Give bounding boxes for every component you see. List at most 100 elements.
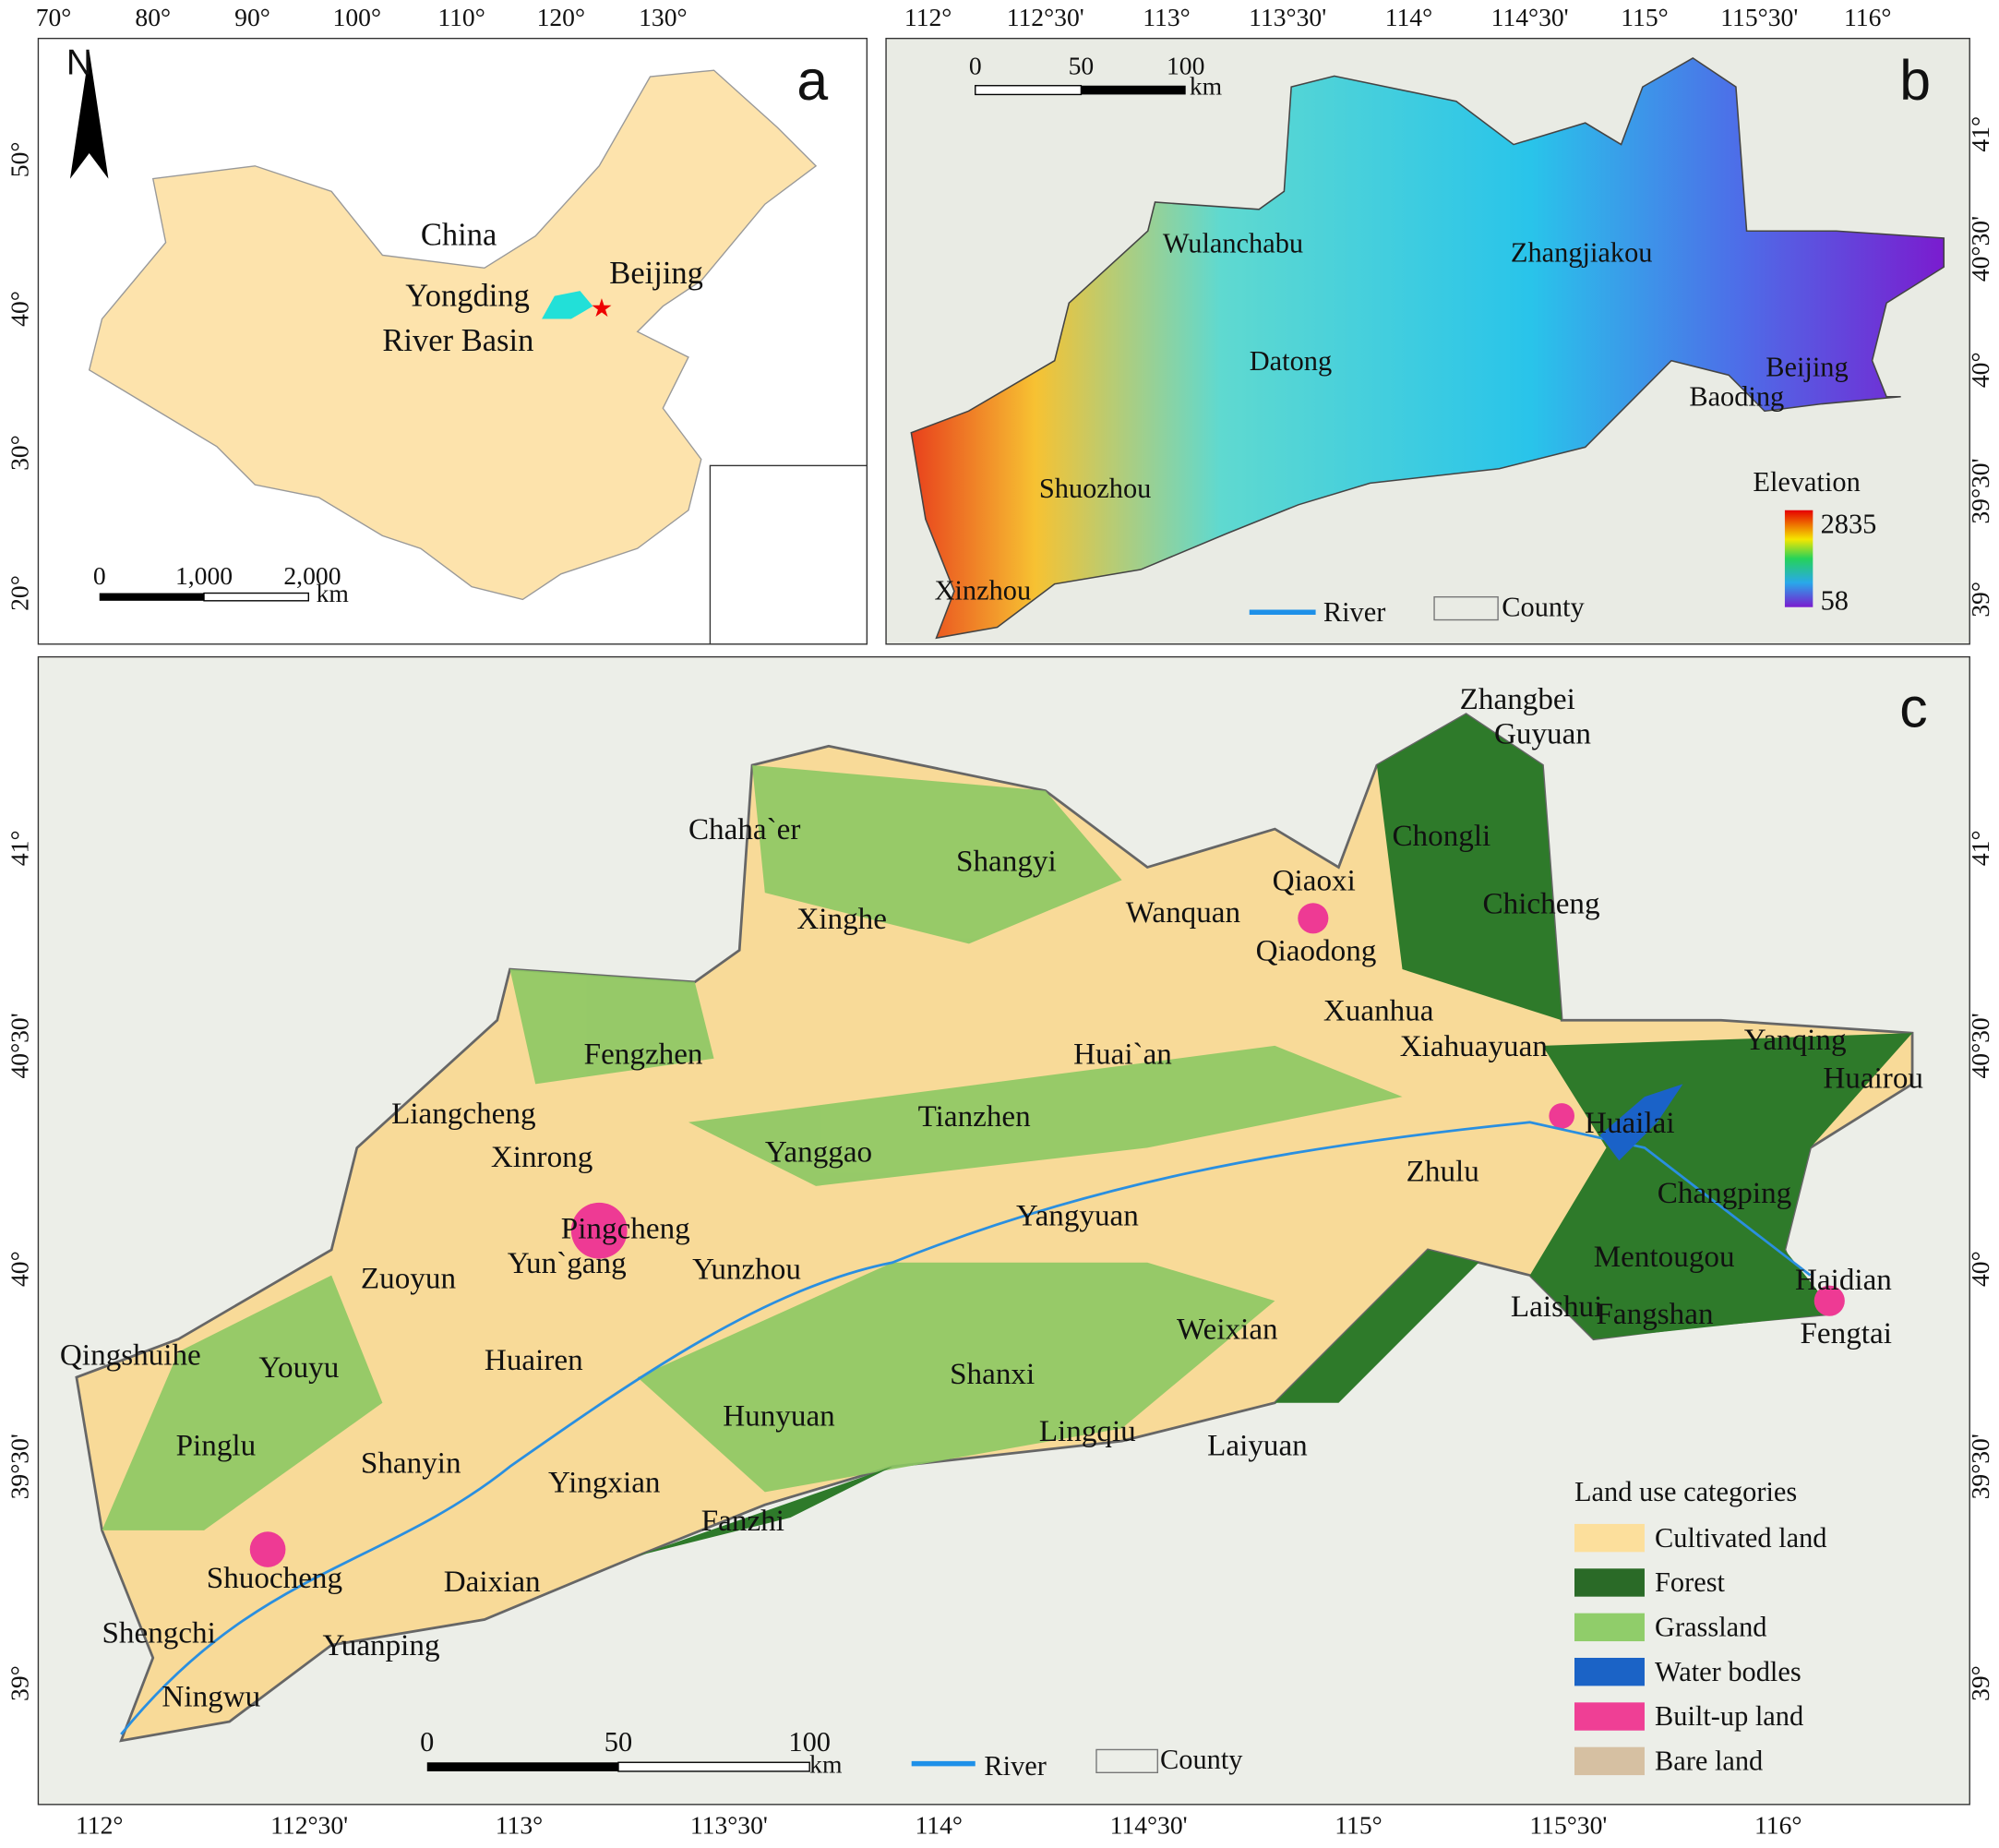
legend-label: County xyxy=(1502,591,1585,622)
place-label: Xuanhua xyxy=(1323,993,1434,1027)
place-label: Hunyuan xyxy=(723,1399,835,1434)
legend-label: Grassland xyxy=(1655,1611,1766,1642)
scale-label: 1,000 xyxy=(175,561,233,590)
lat-tick-label: 39° xyxy=(1966,1665,1994,1701)
lat-tick-label: 41° xyxy=(1966,830,1994,866)
lat-tick-label: 40°30' xyxy=(1966,216,1994,282)
scale-unit: km xyxy=(809,1749,843,1778)
lon-tick-label: 115° xyxy=(1335,1811,1382,1840)
place-label: Huai`an xyxy=(1073,1037,1172,1071)
place-label: Shanxi xyxy=(950,1357,1035,1391)
place-label: Huairen xyxy=(485,1343,583,1377)
place-label: China xyxy=(421,217,497,252)
place-label: Laiyuan xyxy=(1207,1428,1308,1462)
legend-label: Forest xyxy=(1655,1566,1725,1598)
grassland-areas xyxy=(102,765,1403,1530)
lon-tick-label: 130° xyxy=(639,3,687,31)
scale-bar xyxy=(203,592,309,602)
lat-tick-label: 39°30' xyxy=(1966,1434,1994,1499)
panel-label: a xyxy=(796,49,828,112)
lon-tick-label: 115°30' xyxy=(1529,1811,1607,1840)
lon-tick-label: 114°30' xyxy=(1110,1811,1188,1840)
lon-tick-label: 113° xyxy=(496,1811,543,1840)
scale-label: 0 xyxy=(93,561,106,590)
place-label: Changping xyxy=(1658,1176,1791,1210)
legend-label: Cultivated land xyxy=(1655,1522,1826,1554)
lat-tick-label: 40° xyxy=(1966,352,1994,388)
china-outline xyxy=(88,69,818,601)
lon-tick-label: 100° xyxy=(333,3,381,31)
lon-tick-label: 112°30' xyxy=(270,1811,348,1840)
place-label: Qiaodong xyxy=(1256,933,1377,967)
place-label: Fengzhen xyxy=(584,1037,703,1071)
place-label: Chongli xyxy=(1392,819,1490,853)
scale-bar xyxy=(617,1761,810,1772)
lon-tick-label: 113°30' xyxy=(690,1811,768,1840)
place-label: Mentougou xyxy=(1594,1240,1735,1274)
place-label: Yanggao xyxy=(765,1135,872,1170)
lon-tick-label: 120° xyxy=(537,3,585,31)
place-label: Yongding xyxy=(405,279,530,314)
place-label: Wanquan xyxy=(1126,895,1241,930)
scale-bar xyxy=(975,85,1083,96)
place-label: Shuozhou xyxy=(1039,473,1152,504)
county-swatch xyxy=(1095,1748,1158,1773)
place-label: Chaha`er xyxy=(688,812,800,846)
lon-tick-label: 114° xyxy=(916,1811,963,1840)
place-label: Liangcheng xyxy=(391,1097,535,1131)
legend-title: Land use categories xyxy=(1574,1476,1797,1507)
lat-tick-label: 39°30' xyxy=(5,1434,33,1499)
place-label: Huailai xyxy=(1585,1106,1675,1140)
lat-tick-label: 40°30' xyxy=(5,1013,33,1078)
scale-label: 0 xyxy=(969,51,982,79)
place-label: Yangyuan xyxy=(1016,1199,1139,1233)
lon-tick-label: 115° xyxy=(1621,3,1668,31)
lon-tick-label: 70° xyxy=(36,3,72,31)
place-label: Yingxian xyxy=(548,1465,661,1499)
scale-bar xyxy=(1081,85,1186,95)
legend-swatch xyxy=(1574,1746,1645,1776)
inset xyxy=(709,464,868,645)
lon-tick-label: 113° xyxy=(1143,3,1190,31)
beijing-star: ★ xyxy=(591,294,614,322)
place-label: Shuocheng xyxy=(207,1561,342,1595)
place-label: Laishui xyxy=(1511,1290,1602,1324)
county-swatch xyxy=(1433,595,1499,621)
lat-tick-label: 40° xyxy=(5,1251,33,1287)
place-label: Youyu xyxy=(258,1350,339,1385)
place-label: Shengchi xyxy=(102,1615,216,1650)
place-label: Beijing xyxy=(609,256,703,291)
place-label: Fengtai xyxy=(1801,1316,1892,1350)
lon-tick-label: 116° xyxy=(1844,3,1891,31)
lon-tick-label: 112° xyxy=(904,3,952,31)
river xyxy=(120,1121,1812,1735)
place-label: Guyuan xyxy=(1494,717,1591,751)
place-label: Fangshan xyxy=(1596,1297,1713,1331)
lon-tick-label: 114° xyxy=(1385,3,1432,31)
elevation-colorbar xyxy=(1784,510,1813,607)
lat-tick-label: 40° xyxy=(5,291,33,327)
colorbar-label: 58 xyxy=(1821,584,1849,616)
place-label: Xiahuayuan xyxy=(1400,1029,1549,1063)
place-label: Shanyin xyxy=(361,1446,461,1481)
lon-tick-label: 90° xyxy=(234,3,270,31)
scale-unit: km xyxy=(317,579,350,607)
lon-tick-label: 113°30' xyxy=(1249,3,1326,31)
lat-tick-label: 50° xyxy=(5,142,33,178)
lat-tick-label: 40° xyxy=(1966,1251,1994,1287)
place-label: Huairou xyxy=(1823,1062,1923,1096)
scale-label: 50 xyxy=(1069,51,1095,79)
place-label: Shangyi xyxy=(956,845,1057,879)
place-label: Daixian xyxy=(444,1565,541,1599)
lat-tick-label: 39° xyxy=(5,1665,33,1701)
lat-tick-label: 41° xyxy=(1966,116,1994,152)
panel-label: c xyxy=(1899,677,1927,739)
lon-tick-label: 80° xyxy=(135,3,171,31)
place-label: Weixian xyxy=(1177,1313,1278,1347)
north-label: N xyxy=(66,42,92,82)
reservoir xyxy=(1599,1084,1683,1161)
place-label: Zhulu xyxy=(1406,1154,1479,1188)
place-label: Qingshuihe xyxy=(60,1338,201,1372)
legend-label: Built-up land xyxy=(1655,1700,1803,1732)
